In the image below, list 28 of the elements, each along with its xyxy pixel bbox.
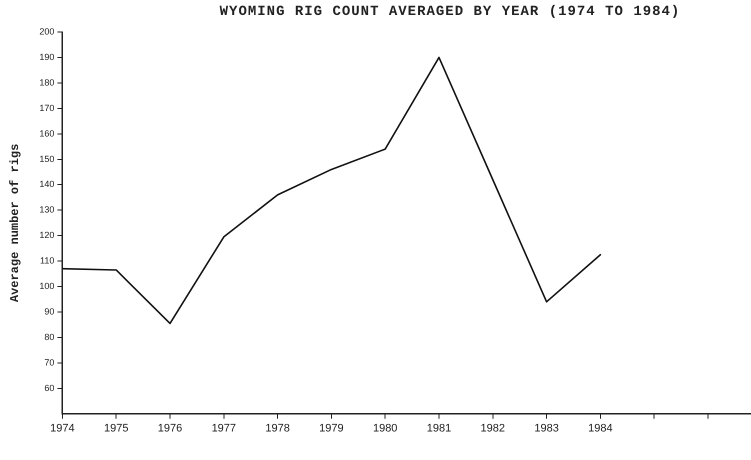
- y-tick-label: 150: [39, 154, 54, 164]
- x-tick-label: 1978: [265, 422, 290, 434]
- y-tick-label: 130: [39, 204, 54, 215]
- y-tick-label: 80: [44, 332, 54, 342]
- x-tick-label: 1981: [426, 422, 452, 434]
- y-tick-label: 90: [44, 306, 54, 316]
- y-tick-label: 160: [39, 128, 54, 138]
- chart-title: WYOMING RIG COUNT AVERAGED BY YEAR (1974 TO 1984): [218, 4, 682, 20]
- y-tick-label: 170: [39, 102, 54, 113]
- y-tick-label: 110: [40, 256, 54, 266]
- y-axis-title: Average number of rigs: [8, 144, 22, 302]
- y-tick-label: 200: [39, 26, 54, 36]
- y-tick-label: 140: [39, 179, 54, 190]
- x-tick-label: 1983: [534, 422, 559, 434]
- x-tick-label: 1980: [372, 422, 398, 434]
- x-tick-label: 1979: [319, 422, 344, 434]
- y-tick-label: 60: [44, 382, 54, 393]
- y-tick-label: 100: [39, 281, 54, 292]
- x-tick-label: 1974: [50, 422, 75, 434]
- x-tick-label: 1984: [588, 422, 613, 434]
- x-tick-label: 1982: [480, 422, 506, 434]
- y-tick-label: 70: [44, 357, 54, 368]
- x-tick-label: 1977: [212, 422, 236, 434]
- x-tick-label: 1975: [104, 422, 128, 434]
- x-tick-label: 1976: [158, 422, 182, 434]
- y-tick-label: 120: [39, 230, 54, 240]
- y-tick-label: 180: [39, 77, 54, 88]
- y-tick-label: 190: [39, 52, 54, 62]
